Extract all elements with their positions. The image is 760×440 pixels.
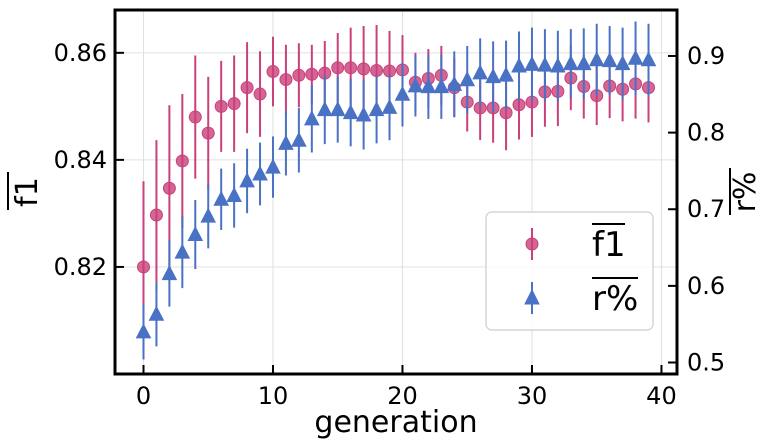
r-point [575, 55, 592, 71]
legend-entry-r-percent: r% [524, 277, 638, 319]
f1-point [240, 81, 254, 95]
r-point [355, 106, 372, 122]
r-point [537, 56, 553, 72]
f1-point [227, 97, 241, 111]
f1-point [149, 208, 163, 222]
r-point [252, 165, 268, 181]
legend-r-label: r% [592, 279, 638, 319]
r-point [562, 55, 579, 71]
y-right-tick-label: 0.5 [687, 349, 725, 377]
r-point [601, 51, 618, 68]
y-right-tick-label: 0.6 [687, 272, 725, 300]
r-point [278, 134, 294, 150]
plot-frame [113, 8, 679, 376]
r-point [407, 77, 424, 93]
y-right-tick-label: 0.9 [687, 42, 725, 70]
r-point [304, 110, 320, 126]
r-point [213, 190, 230, 206]
y-left-tick-label: 0.82 [54, 253, 107, 281]
f1-point [253, 87, 267, 101]
r-point [433, 78, 450, 94]
r-point [627, 49, 644, 65]
r-point [329, 101, 346, 117]
f1-point [175, 154, 189, 168]
f1-point [136, 260, 150, 274]
r-point [446, 75, 463, 91]
r-point [511, 57, 527, 73]
r-point [420, 78, 437, 94]
legend-f1-label: f1 [592, 225, 626, 265]
r-point [265, 158, 281, 174]
r-point [368, 101, 385, 117]
r-point [316, 101, 333, 117]
f1-point [370, 63, 384, 77]
f1-point [331, 61, 345, 75]
series-r-percent [135, 21, 657, 360]
f1-point [188, 110, 202, 124]
f1-point [266, 65, 280, 79]
r-point [614, 55, 631, 71]
y-left-tick-label: 0.84 [54, 146, 107, 174]
y-right-tick-label: 0.8 [687, 119, 725, 147]
y-left-axis-title: f1 [10, 177, 45, 207]
legend: f1 r% [485, 211, 654, 331]
y-left-tick-label: 0.86 [54, 39, 107, 67]
r-point [394, 85, 411, 101]
r-point [200, 207, 217, 223]
y-right-tick-label: 0.7 [687, 195, 725, 223]
r-point [498, 66, 514, 82]
r-point [381, 98, 398, 114]
x-axis-title: generation [314, 405, 477, 440]
x-tick-label: 30 [517, 382, 548, 410]
r-point [239, 172, 255, 188]
x-tick-label: 10 [258, 382, 289, 410]
f1-point [214, 99, 228, 113]
r-point [459, 71, 476, 87]
y-right-axis-title: r% [728, 172, 760, 213]
f1-point [512, 98, 526, 112]
r-point [148, 305, 165, 321]
r-point [485, 68, 501, 84]
f1-point [292, 68, 306, 82]
r-point [291, 131, 307, 147]
r-point [472, 64, 488, 80]
f1-point [201, 126, 215, 140]
r-point [640, 51, 657, 67]
r-point [524, 55, 540, 71]
r-point [588, 51, 605, 67]
f1-point [344, 61, 358, 75]
legend-entry-f1: f1 [525, 223, 626, 265]
x-tick-label: 20 [387, 382, 418, 410]
f1-point [279, 73, 293, 87]
r-point [161, 265, 178, 281]
legend-r-marker [524, 288, 540, 305]
r-point [135, 323, 152, 339]
f1-point [305, 67, 319, 81]
r-point [174, 243, 191, 259]
f1-point [162, 181, 176, 195]
r-point [550, 57, 566, 73]
x-tick-label: 40 [646, 382, 677, 410]
ticks: 0 10 20 30 40 0.82 0.84 0.86 0.5 0.6 0.7 0.8 0.9 [54, 39, 726, 410]
x-tick-label: 0 [136, 382, 151, 410]
legend-f1-marker [525, 237, 539, 251]
r-point [226, 186, 242, 202]
f1-point [357, 62, 371, 76]
r-point [342, 104, 359, 120]
r-point [187, 225, 204, 242]
